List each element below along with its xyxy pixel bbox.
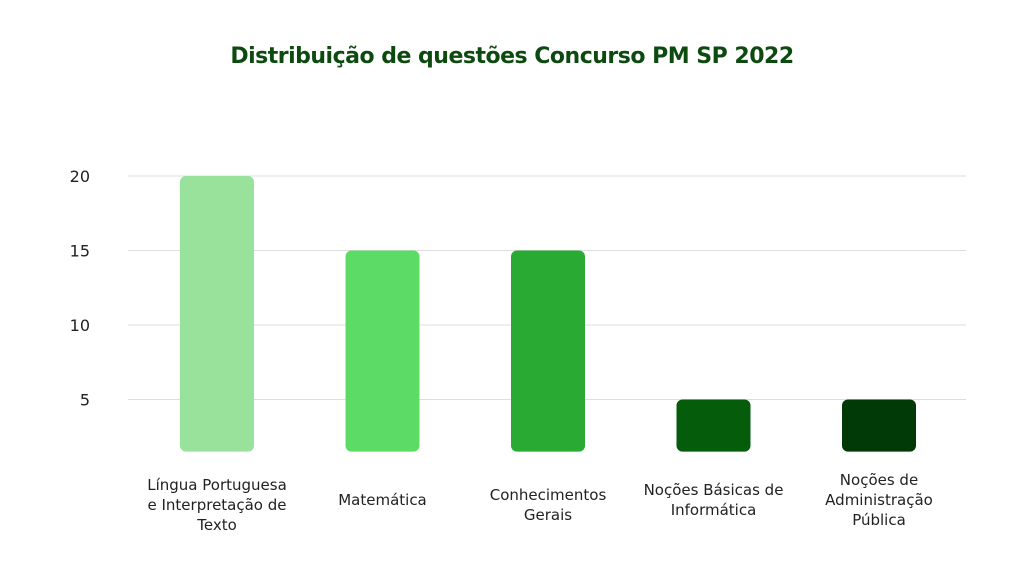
x-category-label: Conhecimentos Gerais (489, 486, 607, 524)
x-category-label: Matemática (338, 491, 427, 509)
bar (842, 399, 916, 452)
bar (676, 399, 751, 452)
x-category-label: Noções Básicas de Informática (643, 481, 784, 519)
y-tick-label: 15 (70, 242, 90, 261)
x-category-label: Língua Portuguesa e Interpretação de Tex… (147, 476, 287, 534)
y-tick-label: 10 (70, 316, 90, 335)
chart-title: Distribuição de questões Concurso PM SP … (230, 44, 794, 69)
bar (511, 250, 585, 452)
bar (180, 176, 254, 452)
bar (345, 250, 420, 452)
y-tick-label: 5 (80, 391, 90, 410)
y-tick-label: 20 (70, 167, 90, 186)
x-category-label: Noções de Administração Pública (825, 471, 933, 529)
